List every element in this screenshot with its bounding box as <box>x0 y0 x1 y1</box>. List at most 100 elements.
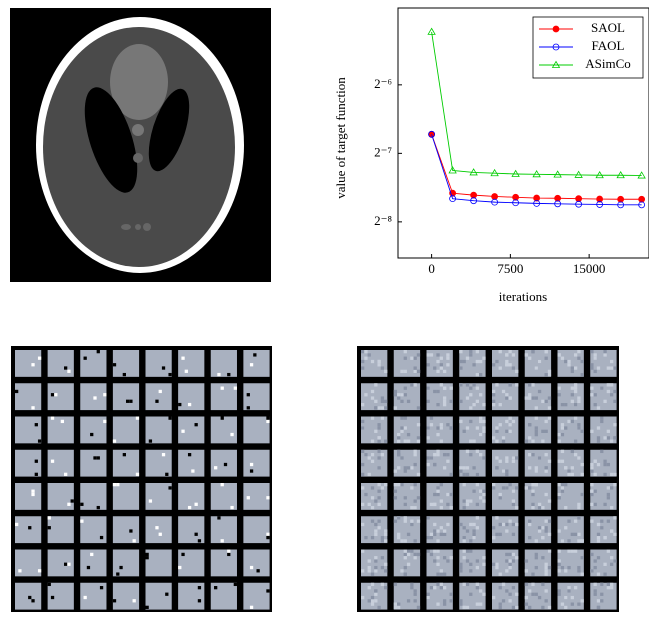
atom-tile <box>80 483 106 510</box>
atom-pixel <box>499 493 502 496</box>
atom-pixel <box>558 440 561 443</box>
atom-pixel <box>535 470 538 473</box>
atom-pixel <box>427 426 430 429</box>
atom-pixel <box>512 456 515 459</box>
atom-pixel <box>515 556 518 559</box>
atom-pixel <box>597 573 600 576</box>
atom-pixel <box>610 440 613 443</box>
atom-pixel <box>541 440 544 443</box>
atom-pixel <box>436 426 439 429</box>
atom-pixel <box>590 493 593 496</box>
atom-pixel <box>528 466 531 469</box>
atom-pixel <box>436 550 439 553</box>
atom-pixel <box>417 496 420 499</box>
atom-pixel <box>567 586 570 589</box>
atom-pixel <box>469 440 472 443</box>
atom-pixel <box>404 357 407 360</box>
atom-pixel <box>512 523 515 526</box>
atom-pixel <box>590 503 593 506</box>
atom-pixel <box>394 520 397 523</box>
atom-pixel <box>597 463 600 466</box>
atom-pixel <box>525 559 528 562</box>
atom-pixel <box>427 436 430 439</box>
atom-pixel <box>607 436 610 439</box>
atom-pixel <box>404 539 407 542</box>
atom-pixel <box>361 486 364 489</box>
atom-pixel <box>64 473 67 476</box>
atom-pixel <box>443 453 446 456</box>
atom-pixel <box>31 493 34 496</box>
atom-pixel <box>87 566 90 569</box>
atom-pixel <box>558 393 561 396</box>
atom-pixel <box>502 523 505 526</box>
atom-pixel <box>459 569 462 572</box>
atom-pixel <box>381 486 384 489</box>
atom-pixel <box>384 529 387 532</box>
atom-pixel <box>502 486 505 489</box>
atom-pixel <box>545 493 548 496</box>
atom-pixel <box>564 483 567 486</box>
atom-pixel <box>499 523 502 526</box>
atom-pixel <box>499 533 502 536</box>
atom-pixel <box>214 466 217 469</box>
atom-pixel <box>410 486 413 489</box>
atom-pixel <box>508 563 511 566</box>
atom-pixel <box>512 586 515 589</box>
atom-pixel <box>525 440 528 443</box>
atom-pixel <box>492 393 495 396</box>
atom-pixel <box>394 406 397 409</box>
atom-pixel <box>613 423 616 426</box>
atom-pixel <box>538 360 541 363</box>
atom-pixel <box>436 370 439 373</box>
atom-tile <box>80 417 106 444</box>
atom-pixel <box>574 440 577 443</box>
atom-pixel <box>381 453 384 456</box>
atom-pixel <box>590 470 593 473</box>
atom-pixel <box>404 503 407 506</box>
atom-pixel <box>430 533 433 536</box>
atom-pixel <box>597 523 600 526</box>
atom-pixel <box>590 483 593 486</box>
atom-tile <box>211 350 237 377</box>
atom-pixel <box>561 426 564 429</box>
atom-pixel <box>466 357 469 360</box>
atom-pixel <box>361 569 364 572</box>
atom-pixel <box>410 520 413 523</box>
atom-pixel <box>377 466 380 469</box>
atom-pixel <box>594 370 597 373</box>
atom-pixel <box>103 420 106 423</box>
atom-pixel <box>603 400 606 403</box>
atom-pixel <box>436 450 439 453</box>
atom-pixel <box>407 466 410 469</box>
atom-pixel <box>51 460 54 463</box>
atom-pixel <box>548 396 551 399</box>
atom-pixel <box>463 550 466 553</box>
atom-pixel <box>541 606 544 609</box>
atom-pixel <box>463 536 466 539</box>
atom-pixel <box>581 539 584 542</box>
atom-pixel <box>430 503 433 506</box>
atom-pixel <box>377 490 380 493</box>
atom-pixel <box>446 453 449 456</box>
atom-pixel <box>541 536 544 539</box>
atom-pixel <box>361 450 364 453</box>
atom-pixel <box>440 583 443 586</box>
atom-pixel <box>440 533 443 536</box>
atom-pixel <box>168 417 171 420</box>
atom-pixel <box>433 493 436 496</box>
atom-pixel <box>230 433 233 436</box>
atom-pixel <box>394 606 397 609</box>
atom-pixel <box>594 393 597 396</box>
atom-pixel <box>397 516 400 519</box>
atom-pixel <box>371 573 374 576</box>
atom-pixel <box>181 357 184 360</box>
atom-pixel <box>221 417 224 420</box>
atom-pixel <box>531 383 534 386</box>
atom-pixel <box>567 360 570 363</box>
atom-pixel <box>417 370 420 373</box>
atom-pixel <box>564 403 567 406</box>
atom-pixel <box>400 569 403 572</box>
figure: value of target function iterations 2⁻⁶2… <box>0 0 649 617</box>
atom-pixel <box>377 456 380 459</box>
atom-pixel <box>561 483 564 486</box>
